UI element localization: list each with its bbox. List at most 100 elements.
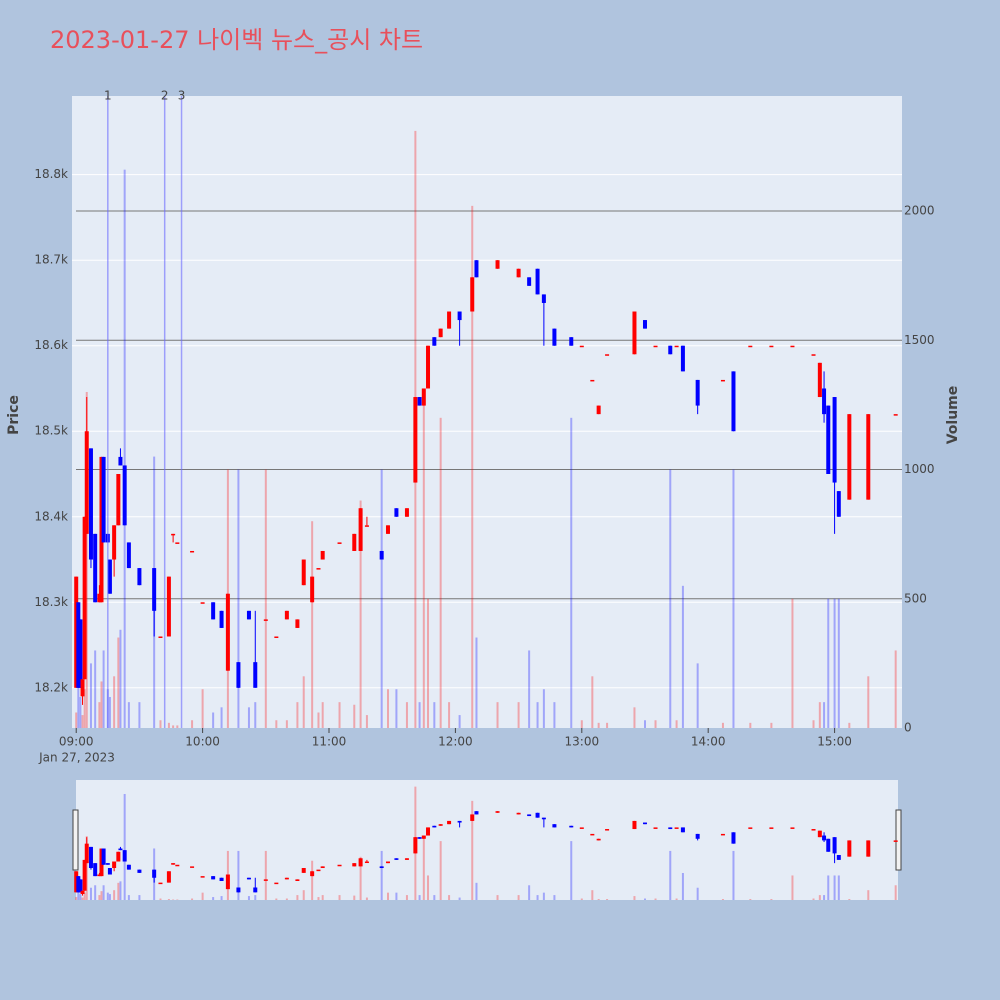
y2-tick-label: 0 <box>904 721 912 735</box>
range-volume-bar <box>380 850 383 900</box>
volume-bar <box>770 722 773 728</box>
range-handle[interactable] <box>72 809 79 871</box>
volume-bar <box>528 650 531 728</box>
range-volume-bar <box>749 899 752 900</box>
range-candle-body <box>413 837 418 854</box>
range-volume-bar <box>591 890 594 900</box>
range-candle-body <box>76 876 81 893</box>
volume-bar <box>721 722 724 728</box>
volume-bar <box>264 469 267 728</box>
range-candle-body <box>893 840 898 842</box>
y-tick-label: 18.6k <box>34 338 68 352</box>
news-label: 3 <box>178 89 186 103</box>
candle-body <box>474 260 479 278</box>
volume-bar <box>201 689 204 728</box>
volume-bar <box>365 715 368 728</box>
range-volume-bar <box>359 856 362 900</box>
candle-body <box>668 345 673 355</box>
volume-bar <box>275 720 278 728</box>
candle-body <box>126 542 131 569</box>
range-volume-bar <box>220 896 223 900</box>
range-candle-body <box>310 871 315 877</box>
range-candle-body <box>295 879 300 882</box>
volume-bar <box>117 637 120 728</box>
range-slider[interactable] <box>76 780 898 900</box>
chart-title: 2023-01-27 나이벡 뉴스_공시 차트 <box>50 26 423 54</box>
range-candle-body <box>552 824 557 828</box>
range-candle-body <box>358 858 363 867</box>
volume-bar <box>732 469 735 728</box>
range-volume-bar <box>83 892 86 900</box>
candle-body <box>674 345 679 348</box>
range-volume-bar <box>654 898 657 900</box>
volume-bar <box>321 702 324 728</box>
candle-body <box>826 405 831 475</box>
candle-body <box>118 456 123 466</box>
candle-body <box>438 328 443 338</box>
range-candle-body <box>246 877 251 880</box>
candle-body <box>352 533 357 551</box>
range-handle[interactable] <box>895 809 902 871</box>
y-tick-label: 18.2k <box>34 680 68 694</box>
range-volume-bar <box>848 899 851 900</box>
volume-bar <box>422 404 425 728</box>
range-candle-body <box>84 843 89 864</box>
volume-bar <box>570 417 573 728</box>
candle-body <box>432 337 437 346</box>
range-volume-bar <box>94 885 97 900</box>
volume-bar <box>848 722 851 728</box>
range-volume-bar <box>475 882 478 900</box>
volume-bar <box>100 681 103 728</box>
volume-bar <box>386 689 389 728</box>
range-volume-bar <box>117 882 120 900</box>
range-volume-bar <box>365 897 368 900</box>
y-tick-label: 18.7k <box>34 253 68 267</box>
range-volume-bar <box>79 894 82 900</box>
candle-body <box>225 593 230 671</box>
range-volume-bar <box>418 895 421 900</box>
volume-bar <box>418 702 421 728</box>
range-candle-body <box>219 877 224 882</box>
volume-bar <box>108 696 111 728</box>
range-candle-body <box>101 848 106 865</box>
volume-bar <box>591 676 594 728</box>
range-volume-bar <box>894 885 897 900</box>
range-candle-body <box>822 835 827 841</box>
volume-bar <box>212 712 215 728</box>
volume-bar <box>696 663 699 728</box>
candle-body <box>379 550 384 560</box>
range-candle-body <box>590 833 595 836</box>
volume-bar <box>191 720 194 728</box>
range-volume-bar <box>536 895 539 900</box>
volume-bar <box>338 702 341 728</box>
volume-bar <box>606 722 609 728</box>
range-candle-body <box>99 848 104 877</box>
volume-bar <box>833 598 836 728</box>
range-candle-body <box>642 822 647 825</box>
range-candle-body <box>527 814 532 817</box>
candle-body <box>200 602 205 604</box>
range-volume-bar <box>102 885 105 900</box>
candle-body <box>447 311 452 329</box>
range-volume-bar <box>433 895 436 900</box>
range-volume-bar <box>570 841 573 900</box>
range-volume-bar <box>77 890 80 900</box>
candle-body <box>394 508 399 517</box>
volume-bar <box>867 676 870 728</box>
range-candle-body <box>236 887 241 893</box>
range-volume-bar <box>247 896 250 900</box>
range-candle-body <box>107 868 112 875</box>
range-volume-bar <box>321 895 324 900</box>
range-candle-body <box>769 827 774 829</box>
range-candle-body <box>74 871 79 893</box>
x-tick-label: 11:00 <box>312 735 347 749</box>
range-candle-body <box>116 851 121 862</box>
candle-body <box>101 456 106 543</box>
candle-body <box>152 568 157 611</box>
range-volume-bar <box>833 875 836 900</box>
volume-bar <box>496 702 499 728</box>
volume-bar <box>237 469 240 728</box>
candle-body <box>263 619 268 621</box>
volume-bar <box>311 521 314 728</box>
